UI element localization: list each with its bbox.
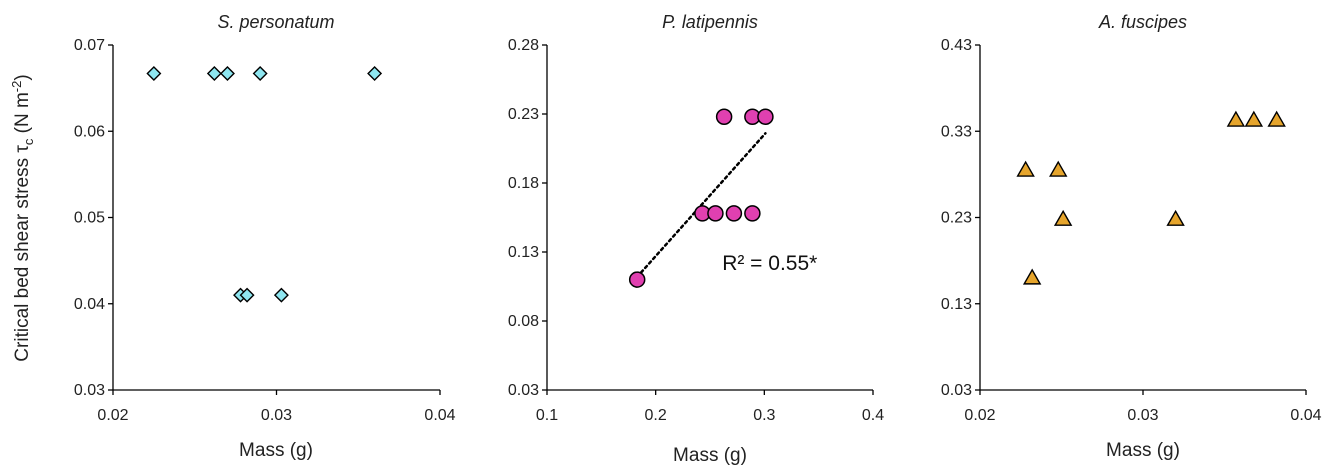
x-tick-label: 0.02 xyxy=(97,407,128,424)
y-tick-label: 0.04 xyxy=(74,296,105,313)
y-tick-label: 0.33 xyxy=(941,123,972,140)
y-tick-label: 0.03 xyxy=(941,382,972,399)
data-point xyxy=(725,205,743,222)
x-axis-label: Mass (g) xyxy=(1106,440,1180,461)
y-tick-label: 0.08 xyxy=(508,313,539,330)
data-point xyxy=(1166,209,1185,226)
x-tick-label: 0.02 xyxy=(964,407,995,424)
data-point xyxy=(146,65,162,81)
data-point xyxy=(715,108,733,126)
chart-panel-2: 0.03 0.08 0.13 0.18 0.23 0.28 0.1 0.2 0.3 0.4 P. l… xyxy=(508,12,884,465)
panel-title: P. latipennis xyxy=(662,12,758,32)
y-tick-label: 0.23 xyxy=(941,210,972,227)
r-squared-annotation: R² = 0.55* xyxy=(722,252,817,275)
y-tick-label: 0.18 xyxy=(508,175,539,192)
y-axis-label-unit-close: ) xyxy=(12,74,33,80)
y-tick-label: 0.28 xyxy=(508,37,539,54)
data-point xyxy=(273,287,289,303)
x-axis-label: Mass (g) xyxy=(239,440,313,461)
y-tick-label: 0.05 xyxy=(74,210,105,227)
y-axis-label: Critical bed shear stress τc (N m-2) xyxy=(9,74,36,361)
x-tick-label: 0.4 xyxy=(862,407,884,424)
data-point xyxy=(1053,209,1073,226)
y-axis-label-unit-sup: -2 xyxy=(9,81,24,93)
y-tick-label: 0.03 xyxy=(74,382,105,399)
panel-title: A. fuscipes xyxy=(1098,12,1187,32)
data-point xyxy=(219,65,235,81)
y-tick-label: 0.07 xyxy=(74,37,105,54)
data-point xyxy=(1267,110,1286,127)
y-tick-label: 0.03 xyxy=(508,382,539,399)
y-tick-label: 0.06 xyxy=(74,123,105,140)
data-point xyxy=(707,205,724,222)
data-point xyxy=(367,65,383,81)
data-point xyxy=(1244,110,1264,127)
data-point xyxy=(1016,160,1035,177)
y-axis-label-main: Critical bed shear stress τ xyxy=(12,145,33,362)
data-point xyxy=(1049,160,1068,177)
data-point xyxy=(239,287,255,303)
data-point xyxy=(757,108,774,126)
x-tick-label: 0.2 xyxy=(645,407,667,424)
y-axis-label-subscript: c xyxy=(21,138,36,145)
data-point xyxy=(744,205,761,222)
chart-panel-1: 0.03 0.04 0.05 0.06 0.07 0.02 0.03 0.04 S. perso… xyxy=(74,12,456,461)
x-tick-label: 0.04 xyxy=(424,407,455,424)
x-tick-label: 0.03 xyxy=(1127,407,1158,424)
y-tick-label: 0.43 xyxy=(941,37,972,54)
chart-panel-3: 0.03 0.13 0.23 0.33 0.43 0.02 0.03 0.04 A. fusci… xyxy=(941,12,1322,461)
trendline xyxy=(635,132,767,279)
y-tick-label: 0.13 xyxy=(508,244,539,261)
y-tick-label: 0.23 xyxy=(508,106,539,123)
data-point xyxy=(206,65,222,81)
data-point xyxy=(1022,268,1042,285)
data-point xyxy=(252,65,268,81)
x-axis-label: Mass (g) xyxy=(673,445,747,465)
panel-title: S. personatum xyxy=(217,12,334,32)
y-axis-label-unit-open: (N m xyxy=(12,92,33,138)
y-tick-label: 0.13 xyxy=(941,296,972,313)
x-tick-label: 0.04 xyxy=(1290,407,1321,424)
data-point xyxy=(1226,110,1246,127)
data-point xyxy=(628,271,646,288)
x-tick-label: 0.1 xyxy=(536,407,558,424)
x-tick-label: 0.3 xyxy=(753,407,775,424)
x-tick-label: 0.03 xyxy=(261,407,292,424)
